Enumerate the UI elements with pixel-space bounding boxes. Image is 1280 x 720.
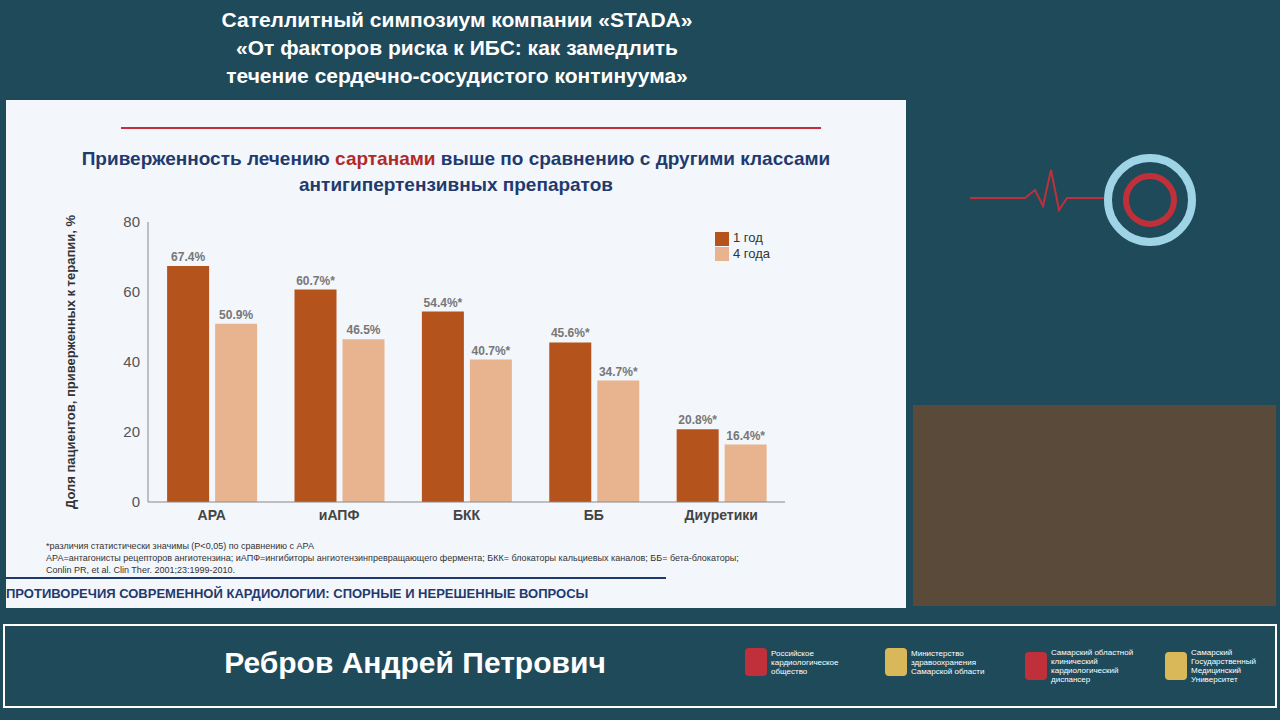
html-text:Сателлитный симпозиум компании: Сателлитный симпозиум компании «STADA» bbox=[221, 8, 693, 31]
svg-text:60.7%*: 60.7%* bbox=[296, 274, 335, 288]
html-text:Самарский Государственный Меди: Самарский Государственный Медицинский Ун… bbox=[1191, 648, 1256, 684]
html-text:течение сердечно-сосудистого к: течение сердечно-сосудистого континуума» bbox=[226, 64, 688, 87]
svg-text:0: 0 bbox=[132, 493, 140, 510]
svg-text:16.4%*: 16.4%* bbox=[726, 429, 765, 443]
html-text:«От факторов риска к ИБС: как: «От факторов риска к ИБС: как замедлить bbox=[236, 36, 678, 59]
svg-text:67.4%: 67.4% bbox=[171, 250, 205, 264]
html-text:Российское кардиологическое об: Российское кардиологическое общество bbox=[771, 648, 839, 676]
svg-text:80: 80 bbox=[123, 213, 140, 230]
html-text:4 года: 4 года bbox=[732, 245, 770, 261]
html-text:АРА=антагонисты рецепторов анг: АРА=антагонисты рецепторов ангиотензина;… bbox=[46, 553, 739, 563]
html-text:Доля пациентов, приверженных к: Доля пациентов, приверженных к терапии, … bbox=[63, 215, 78, 509]
html-text:ПРОТИВОРЕЧИЯ СОВРЕМЕННОЙ КАРДИ: ПРОТИВОРЕЧИЯ СОВРЕМЕННОЙ КАРДИОЛОГИИ: СП… bbox=[6, 586, 589, 601]
svg-text:БКК: БКК bbox=[453, 507, 481, 523]
svg-text:54.4%*: 54.4%* bbox=[424, 296, 463, 310]
svg-text:АРА: АРА bbox=[198, 507, 226, 523]
svg-text:Диуретики: Диуретики bbox=[685, 507, 758, 523]
svg-text:60: 60 bbox=[123, 283, 140, 300]
html-text:Ребров Андрей Петрович: Ребров Андрей Петрович bbox=[224, 646, 606, 679]
html-text:1 год: 1 год bbox=[732, 230, 763, 245]
svg-text:46.5%: 46.5% bbox=[346, 323, 380, 337]
svg-text:20: 20 bbox=[123, 423, 140, 440]
svg-text:40: 40 bbox=[123, 353, 140, 370]
html-text:*различия статистически значим: *различия статистически значимы (P<0,05)… bbox=[46, 541, 314, 551]
html-text:Приверженность лечению сартана: Приверженность лечению сартанами выше по… bbox=[81, 148, 831, 195]
svg-text:40.7%*: 40.7%* bbox=[472, 344, 511, 358]
svg-text:50.9%: 50.9% bbox=[219, 308, 253, 322]
html-text:Самарский областной клинически: Самарский областной клинический кардиоло… bbox=[1051, 648, 1134, 684]
svg-text:20.8%*: 20.8%* bbox=[678, 413, 717, 427]
svg-text:34.7%*: 34.7%* bbox=[599, 365, 638, 379]
html-text:Министерство здравоохранения С: Министерство здравоохранения Самарской о… bbox=[911, 648, 985, 676]
svg-text:45.6%*: 45.6%* bbox=[551, 326, 590, 340]
svg-text:ББ: ББ bbox=[584, 507, 604, 523]
html-text:Conlin PR, et al. Clin Ther. 2: Conlin PR, et al. Clin Ther. 2001;23:199… bbox=[46, 565, 235, 575]
svg-text:иАПФ: иАПФ bbox=[319, 507, 360, 523]
